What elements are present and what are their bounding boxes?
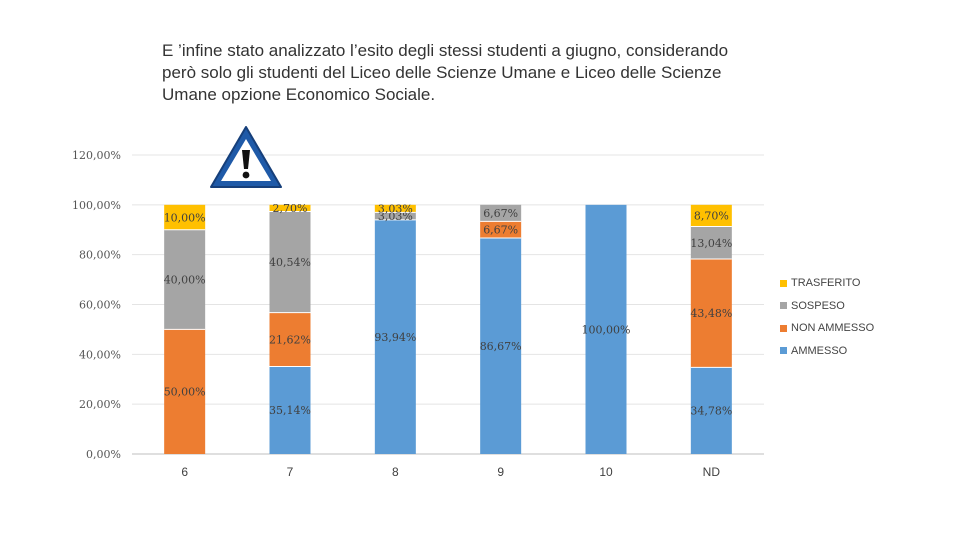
title-line: però solo gli studenti del Liceo delle S…	[162, 63, 722, 82]
y-tick-label: 80,00%	[79, 249, 121, 262]
bar-segment	[374, 204, 416, 213]
data-label: 50,00%	[164, 386, 206, 399]
data-label: 3,03%	[378, 210, 413, 223]
data-label: 40,00%	[164, 274, 206, 287]
legend-label: SOSPESO	[791, 299, 845, 312]
data-label: 86,67%	[480, 340, 522, 353]
data-label: 2,70%	[273, 202, 308, 215]
y-tick-label: 20,00%	[79, 398, 121, 411]
bar-segment	[690, 259, 732, 368]
x-tick-label: 10	[599, 465, 613, 479]
legend-item: AMMESSO	[780, 340, 874, 363]
data-label: 34,78%	[690, 405, 732, 418]
bar-segment	[164, 229, 206, 330]
data-label: 6,67%	[483, 224, 518, 237]
bar-segment	[690, 204, 732, 227]
bar-segment	[480, 204, 522, 222]
y-tick-label: 100,00%	[72, 199, 121, 212]
legend-label: AMMESSO	[791, 344, 848, 357]
data-label: 8,70%	[694, 210, 729, 223]
legend-item: NON AMMESSO	[780, 317, 874, 340]
bar-segment	[269, 204, 311, 212]
title-line: E ’infine stato analizzato l’esito degli…	[162, 41, 729, 60]
x-tick-label: 8	[392, 465, 399, 479]
data-label: 6,67%	[483, 207, 518, 220]
x-tick-label: 9	[497, 465, 504, 479]
bar-segment	[690, 226, 732, 260]
y-tick-label: 40,00%	[79, 348, 121, 361]
legend-item: SOSPESO	[780, 295, 874, 318]
data-label: 40,54%	[269, 256, 311, 269]
bar-segment	[269, 312, 311, 367]
y-tick-label: 60,00%	[79, 299, 121, 312]
bar-segment	[374, 219, 416, 454]
bar-segment	[585, 204, 627, 454]
bar-segment	[374, 212, 416, 220]
bar-segment	[269, 366, 311, 454]
legend-label: NON AMMESSO	[791, 322, 875, 335]
data-label: 3,03%	[378, 203, 413, 216]
data-label: 21,62%	[269, 334, 311, 347]
bar-segment	[480, 221, 522, 239]
data-label: 93,94%	[374, 331, 416, 344]
warning-triangle-icon	[210, 126, 282, 188]
y-tick-label: 120,00%	[72, 149, 121, 162]
page-title: E ’infine stato analizzato l’esito degli…	[162, 40, 802, 106]
legend-swatch	[780, 347, 787, 355]
title-line: Umane opzione Economico Sociale.	[162, 85, 436, 104]
chart-legend: TRASFERITO SOSPESO NON AMMESSO AMMESSO	[780, 272, 874, 362]
legend-label: TRASFERITO	[791, 277, 861, 290]
bar-segment	[164, 329, 206, 454]
y-tick-label: 0,00%	[86, 448, 121, 461]
x-tick-label: 6	[181, 465, 188, 479]
data-label: 43,48%	[690, 307, 732, 320]
data-label: 10,00%	[164, 211, 206, 224]
bar-segment	[269, 211, 311, 313]
data-label: 35,14%	[269, 404, 311, 417]
legend-item: TRASFERITO	[780, 272, 874, 295]
legend-swatch	[780, 324, 787, 332]
bar-segment	[164, 204, 206, 230]
data-label: 13,04%	[690, 237, 732, 250]
x-tick-label: ND	[703, 465, 721, 479]
bar-segment	[690, 367, 732, 454]
legend-swatch	[780, 302, 787, 310]
bar-segment	[480, 238, 522, 454]
data-label: 100,00%	[582, 323, 631, 336]
x-tick-label: 7	[287, 465, 294, 479]
legend-swatch	[780, 279, 787, 287]
